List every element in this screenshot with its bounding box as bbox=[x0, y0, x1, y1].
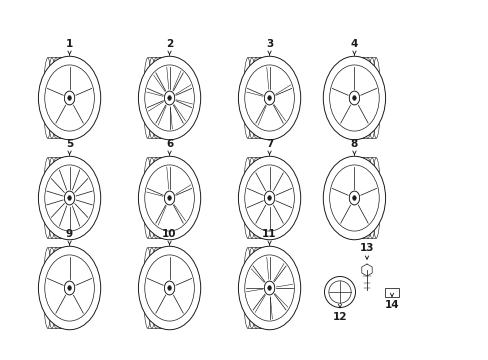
Ellipse shape bbox=[39, 246, 101, 330]
Ellipse shape bbox=[264, 281, 274, 295]
Ellipse shape bbox=[138, 246, 200, 330]
Ellipse shape bbox=[264, 91, 274, 105]
Ellipse shape bbox=[267, 195, 271, 201]
Ellipse shape bbox=[348, 191, 359, 205]
Ellipse shape bbox=[64, 281, 75, 295]
Text: 2: 2 bbox=[165, 39, 173, 49]
Ellipse shape bbox=[64, 191, 75, 205]
Ellipse shape bbox=[39, 56, 101, 140]
Ellipse shape bbox=[267, 285, 271, 291]
Ellipse shape bbox=[164, 191, 174, 205]
Ellipse shape bbox=[264, 281, 274, 295]
Text: 7: 7 bbox=[265, 139, 273, 149]
Ellipse shape bbox=[164, 281, 174, 295]
Ellipse shape bbox=[264, 91, 274, 105]
Text: 10: 10 bbox=[162, 229, 177, 239]
Text: 11: 11 bbox=[262, 229, 276, 239]
Ellipse shape bbox=[39, 156, 101, 240]
Ellipse shape bbox=[68, 195, 71, 201]
Text: 4: 4 bbox=[350, 39, 357, 49]
Text: 6: 6 bbox=[165, 139, 173, 149]
Text: 9: 9 bbox=[66, 229, 73, 239]
Ellipse shape bbox=[164, 91, 174, 105]
Ellipse shape bbox=[267, 96, 271, 100]
Ellipse shape bbox=[167, 285, 171, 291]
Ellipse shape bbox=[323, 156, 385, 240]
Ellipse shape bbox=[352, 96, 356, 100]
Ellipse shape bbox=[164, 91, 174, 105]
Ellipse shape bbox=[138, 156, 200, 240]
Text: 12: 12 bbox=[332, 311, 346, 321]
Ellipse shape bbox=[348, 91, 359, 105]
Ellipse shape bbox=[64, 191, 75, 205]
Ellipse shape bbox=[238, 56, 300, 140]
Ellipse shape bbox=[68, 96, 71, 100]
Ellipse shape bbox=[68, 285, 71, 291]
Ellipse shape bbox=[64, 91, 75, 105]
Text: 5: 5 bbox=[66, 139, 73, 149]
Ellipse shape bbox=[264, 191, 274, 205]
Ellipse shape bbox=[64, 281, 75, 295]
Ellipse shape bbox=[164, 281, 174, 295]
Ellipse shape bbox=[348, 91, 359, 105]
Ellipse shape bbox=[348, 191, 359, 205]
Circle shape bbox=[324, 276, 355, 307]
Ellipse shape bbox=[138, 56, 200, 140]
Ellipse shape bbox=[167, 195, 171, 201]
Text: 8: 8 bbox=[350, 139, 357, 149]
Text: 14: 14 bbox=[384, 301, 399, 310]
FancyBboxPatch shape bbox=[384, 288, 398, 297]
Text: 13: 13 bbox=[359, 243, 373, 253]
Ellipse shape bbox=[167, 96, 171, 100]
Ellipse shape bbox=[352, 195, 356, 201]
Ellipse shape bbox=[264, 191, 274, 205]
Text: 1: 1 bbox=[66, 39, 73, 49]
Ellipse shape bbox=[323, 56, 385, 140]
Ellipse shape bbox=[164, 191, 174, 205]
Ellipse shape bbox=[238, 156, 300, 240]
Text: 3: 3 bbox=[265, 39, 273, 49]
Ellipse shape bbox=[64, 91, 75, 105]
Ellipse shape bbox=[238, 246, 300, 330]
